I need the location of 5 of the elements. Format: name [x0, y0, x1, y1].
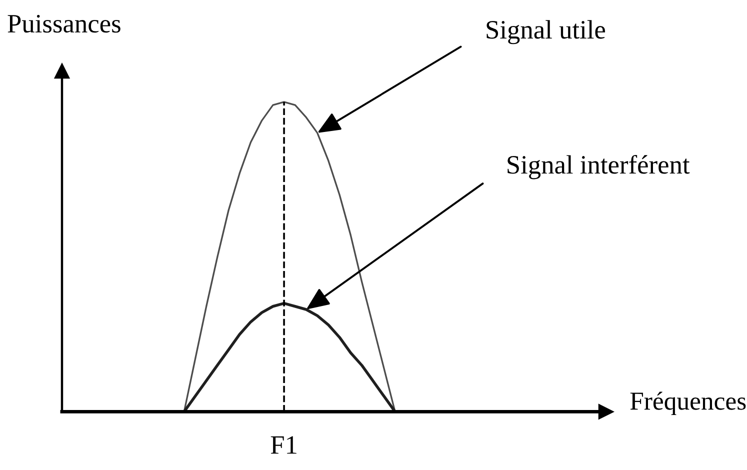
text: Signal utile: [486, 20, 606, 44]
text: F1: [270, 436, 296, 454]
y-axis-title: Puissances: [8, 14, 120, 33]
text: Fréquences: [630, 392, 746, 416]
text: Signal interférent: [508, 154, 690, 180]
